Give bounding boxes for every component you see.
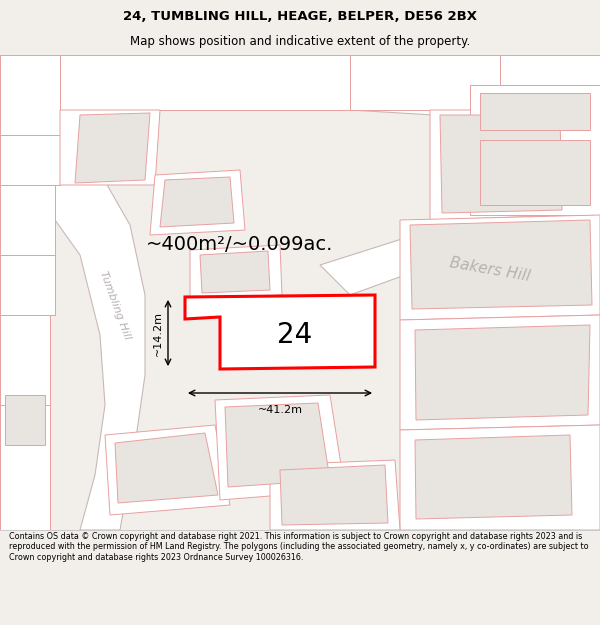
Polygon shape bbox=[185, 295, 375, 369]
Polygon shape bbox=[280, 465, 388, 525]
Polygon shape bbox=[225, 403, 330, 487]
Polygon shape bbox=[5, 395, 45, 445]
Polygon shape bbox=[0, 315, 50, 405]
Polygon shape bbox=[500, 55, 600, 85]
Polygon shape bbox=[415, 435, 572, 519]
Polygon shape bbox=[430, 110, 575, 220]
Polygon shape bbox=[0, 255, 55, 315]
Text: ~14.2m: ~14.2m bbox=[153, 311, 163, 356]
Text: Contains OS data © Crown copyright and database right 2021. This information is : Contains OS data © Crown copyright and d… bbox=[9, 532, 589, 562]
Polygon shape bbox=[400, 215, 600, 320]
Polygon shape bbox=[0, 405, 50, 530]
Text: 24: 24 bbox=[277, 321, 313, 349]
Polygon shape bbox=[350, 55, 500, 110]
Text: Bakers Hill: Bakers Hill bbox=[449, 256, 532, 284]
Polygon shape bbox=[200, 251, 270, 293]
Text: 24, TUMBLING HILL, HEAGE, BELPER, DE56 2BX: 24, TUMBLING HILL, HEAGE, BELPER, DE56 2… bbox=[123, 10, 477, 23]
Text: Tumbling Hill: Tumbling Hill bbox=[98, 269, 132, 341]
Text: Map shows position and indicative extent of the property.: Map shows position and indicative extent… bbox=[130, 35, 470, 48]
Polygon shape bbox=[400, 425, 600, 530]
Polygon shape bbox=[150, 170, 245, 235]
Polygon shape bbox=[480, 140, 590, 205]
Polygon shape bbox=[0, 55, 70, 135]
Polygon shape bbox=[190, 245, 282, 300]
Polygon shape bbox=[470, 85, 600, 215]
Polygon shape bbox=[400, 315, 600, 430]
Polygon shape bbox=[270, 460, 400, 530]
Polygon shape bbox=[410, 220, 592, 309]
Polygon shape bbox=[0, 135, 60, 185]
Text: ~41.2m: ~41.2m bbox=[257, 405, 302, 415]
Polygon shape bbox=[60, 55, 350, 110]
Polygon shape bbox=[0, 185, 55, 255]
Polygon shape bbox=[160, 177, 234, 227]
Polygon shape bbox=[0, 115, 145, 530]
Polygon shape bbox=[215, 395, 345, 500]
Polygon shape bbox=[415, 325, 590, 420]
Polygon shape bbox=[60, 110, 160, 185]
Polygon shape bbox=[105, 425, 230, 515]
Polygon shape bbox=[320, 230, 460, 295]
Polygon shape bbox=[440, 115, 562, 213]
Polygon shape bbox=[115, 433, 218, 503]
Polygon shape bbox=[75, 113, 150, 183]
Polygon shape bbox=[480, 93, 590, 130]
Polygon shape bbox=[350, 55, 600, 125]
Text: ~400m²/~0.099ac.: ~400m²/~0.099ac. bbox=[146, 236, 334, 254]
